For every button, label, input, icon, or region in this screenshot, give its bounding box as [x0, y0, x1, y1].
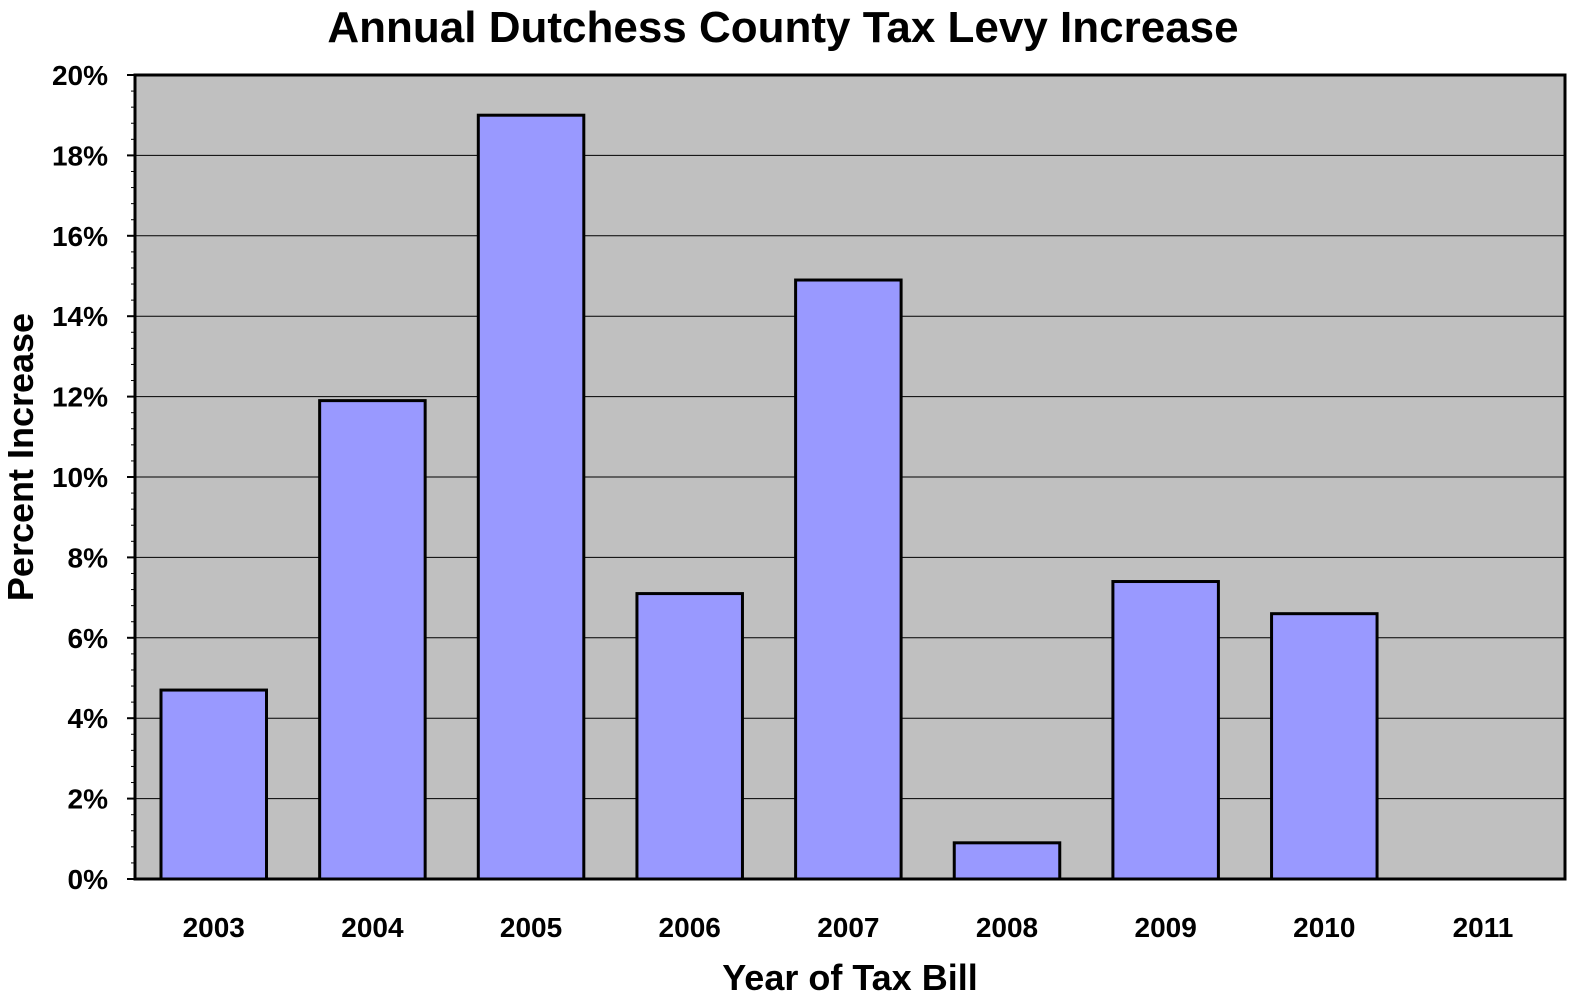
bar-2006	[635, 592, 744, 881]
y-tick-label: 8%	[68, 542, 109, 573]
bar-2005	[476, 113, 586, 881]
y-axis-title: Percent Increase	[0, 313, 41, 601]
x-tick-label: 2008	[976, 912, 1038, 943]
y-minor-ticks	[131, 74, 135, 880]
x-tick-label: 2010	[1293, 912, 1355, 943]
x-tick-label: 2004	[341, 912, 404, 943]
x-axis-title: Year of Tax Bill	[722, 957, 977, 998]
y-tick-label: 16%	[52, 221, 108, 252]
x-tick-label: 2009	[1135, 912, 1197, 943]
y-tick-label: 6%	[68, 623, 109, 654]
bar-2003	[159, 688, 269, 881]
bar-2007	[794, 278, 903, 881]
bar-2004	[318, 399, 427, 881]
y-tick-labels: 0% 2% 4% 6% 8% 10% 12% 14% 16% 18% 20%	[52, 60, 108, 895]
x-tick-label: 2007	[817, 912, 879, 943]
y-tick-label: 10%	[52, 462, 108, 493]
x-tick-label: 2011	[1453, 912, 1514, 943]
chart-title: Annual Dutchess County Tax Levy Increase	[327, 3, 1238, 52]
y-tick-label: 2%	[68, 784, 109, 815]
x-tick-label: 2003	[183, 912, 245, 943]
y-tick-label: 20%	[52, 60, 108, 91]
y-tick-label: 4%	[68, 703, 109, 734]
y-tick-label: 14%	[52, 301, 108, 332]
y-tick-label: 0%	[68, 864, 109, 895]
x-tick-label: 2005	[500, 912, 562, 943]
y-tick-label: 12%	[52, 382, 108, 413]
y-tick-label: 18%	[52, 140, 108, 171]
x-tick-label: 2006	[659, 912, 721, 943]
x-tick-labels: 2003 2004 2005 2006 2007 2008 2009 2010 2011	[183, 912, 1514, 943]
bar-2009	[1111, 580, 1220, 881]
bar-2008	[952, 841, 1062, 881]
bar-2010	[1270, 612, 1379, 881]
bars	[159, 113, 1379, 881]
